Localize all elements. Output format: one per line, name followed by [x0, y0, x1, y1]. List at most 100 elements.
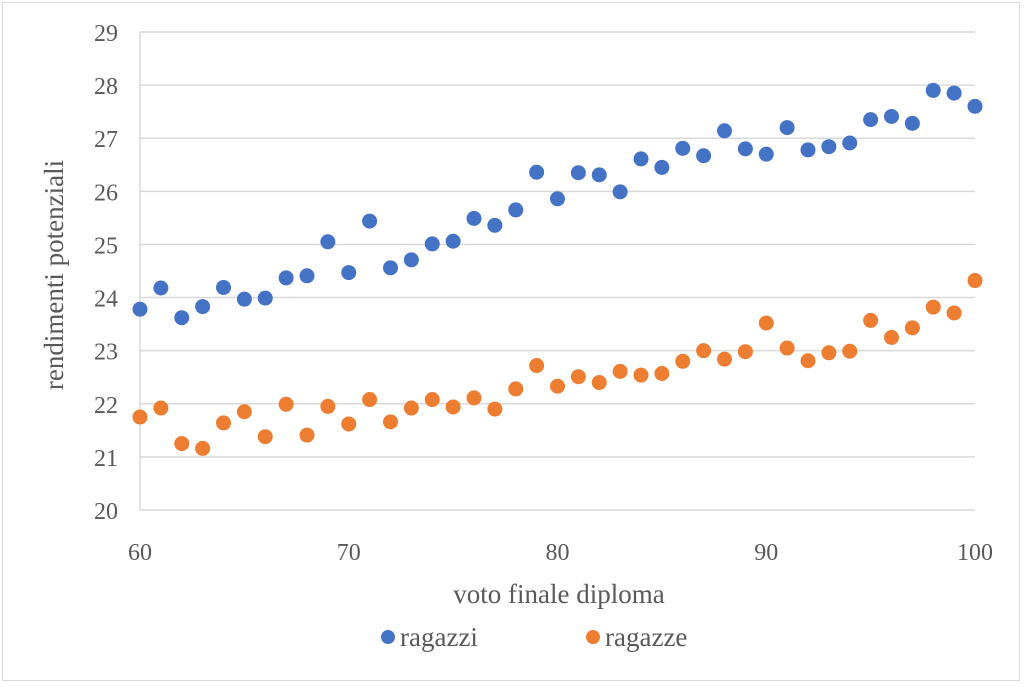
- x-tick-label: 70: [337, 540, 361, 566]
- y-tick-label: 21: [94, 446, 118, 472]
- scatter-chart: 20 21 22 23 24 25 26 27 28 29 60 70 80 90 100 voto fi…: [39, 21, 993, 652]
- point-ragazzi-85: [654, 159, 670, 175]
- point-ragazze-100: [967, 273, 983, 289]
- point-ragazze-75: [445, 399, 461, 415]
- y-tick-label: 23: [94, 340, 118, 366]
- point-ragazze-64: [216, 415, 231, 431]
- point-ragazzi-100: [967, 98, 983, 114]
- point-ragazzi-80: [550, 191, 565, 207]
- y-tick-label: 22: [94, 393, 118, 419]
- y-tick-label: 27: [94, 127, 118, 153]
- point-ragazze-76: [466, 390, 482, 406]
- point-ragazze-88: [717, 351, 732, 367]
- point-ragazze-71: [362, 392, 378, 408]
- point-ragazze-87: [696, 343, 712, 359]
- point-ragazze-91: [779, 340, 795, 356]
- point-ragazzi-74: [424, 236, 440, 252]
- point-ragazzi-61: [153, 280, 169, 296]
- point-ragazze-67: [278, 396, 294, 412]
- point-ragazze-96: [884, 329, 899, 345]
- point-ragazzi-76: [466, 210, 482, 226]
- point-ragazzi-70: [341, 265, 357, 281]
- point-ragazzi-84: [633, 151, 649, 167]
- y-axis-ticks: 20 21 22 23 24 25 26 27 28 29: [94, 21, 118, 525]
- data-points: [132, 82, 983, 456]
- x-axis-ticks: 60 70 80 90 100: [128, 540, 993, 566]
- point-ragazze-94: [842, 343, 858, 359]
- point-ragazzi-90: [758, 146, 774, 162]
- point-ragazze-83: [612, 363, 628, 379]
- point-ragazze-60: [132, 409, 148, 425]
- point-ragazzi-60: [132, 301, 148, 317]
- point-ragazze-89: [737, 344, 753, 360]
- point-ragazze-72: [383, 414, 398, 430]
- y-tick-label: 29: [94, 21, 118, 47]
- y-tick-label: 20: [94, 499, 118, 525]
- point-ragazze-68: [299, 427, 315, 443]
- point-ragazzi-92: [800, 142, 816, 158]
- point-ragazze-62: [174, 436, 190, 452]
- point-ragazzi-71: [362, 213, 378, 229]
- point-ragazzi-95: [863, 112, 879, 128]
- point-ragazze-98: [925, 299, 941, 315]
- point-ragazze-95: [863, 312, 879, 328]
- x-tick-label: 100: [957, 540, 993, 566]
- point-ragazze-80: [550, 378, 565, 394]
- point-ragazze-81: [570, 369, 586, 385]
- point-ragazzi-87: [696, 148, 712, 164]
- point-ragazze-85: [654, 366, 670, 382]
- point-ragazze-69: [320, 398, 336, 414]
- point-ragazzi-99: [946, 85, 962, 101]
- point-ragazzi-96: [884, 108, 899, 124]
- point-ragazze-84: [633, 367, 649, 383]
- y-tick-label: 25: [94, 233, 118, 259]
- point-ragazze-63: [195, 440, 211, 456]
- point-ragazze-92: [800, 353, 816, 369]
- point-ragazzi-83: [612, 184, 628, 200]
- point-ragazze-61: [153, 400, 169, 416]
- y-tick-label: 28: [94, 74, 118, 100]
- point-ragazzi-65: [236, 291, 252, 307]
- point-ragazzi-66: [257, 290, 273, 306]
- x-axis-title: voto finale diploma: [453, 579, 664, 609]
- point-ragazze-66: [257, 429, 273, 445]
- series-ragazze: [132, 273, 983, 456]
- point-ragazzi-72: [383, 260, 398, 276]
- x-tick-label: 90: [754, 540, 778, 566]
- point-ragazze-86: [675, 353, 691, 369]
- point-ragazzi-75: [445, 233, 461, 249]
- point-ragazzi-82: [591, 167, 607, 183]
- point-ragazzi-69: [320, 234, 336, 250]
- legend-label-ragazze: ragazze: [605, 622, 687, 652]
- legend-item-ragazze: ragazze: [586, 622, 687, 652]
- legend-label-ragazzi: ragazzi: [400, 622, 478, 652]
- x-tick-label: 80: [546, 540, 570, 566]
- point-ragazze-90: [758, 315, 774, 331]
- point-ragazze-82: [591, 375, 607, 391]
- point-ragazze-99: [946, 305, 962, 321]
- point-ragazzi-63: [195, 299, 211, 315]
- point-ragazzi-86: [675, 140, 691, 156]
- point-ragazze-65: [236, 404, 252, 420]
- point-ragazzi-68: [299, 268, 315, 284]
- point-ragazzi-81: [570, 165, 586, 181]
- point-ragazze-78: [508, 381, 524, 397]
- x-tick-label: 60: [128, 540, 152, 566]
- point-ragazzi-91: [779, 120, 795, 136]
- legend: ragazzi ragazze: [381, 622, 687, 652]
- point-ragazzi-98: [925, 82, 941, 98]
- point-ragazze-70: [341, 416, 357, 432]
- y-axis-title: rendimenti potenziali: [39, 160, 69, 390]
- point-ragazzi-77: [487, 217, 503, 233]
- point-ragazze-93: [821, 345, 837, 361]
- legend-marker-ragazze: [586, 630, 600, 644]
- series-ragazzi: [132, 82, 983, 326]
- point-ragazzi-88: [717, 123, 732, 139]
- point-ragazze-79: [529, 358, 545, 374]
- legend-item-ragazzi: ragazzi: [381, 622, 478, 652]
- y-tick-label: 24: [94, 287, 118, 313]
- legend-marker-ragazzi: [381, 630, 395, 644]
- point-ragazze-74: [424, 392, 440, 408]
- point-ragazzi-79: [529, 164, 545, 180]
